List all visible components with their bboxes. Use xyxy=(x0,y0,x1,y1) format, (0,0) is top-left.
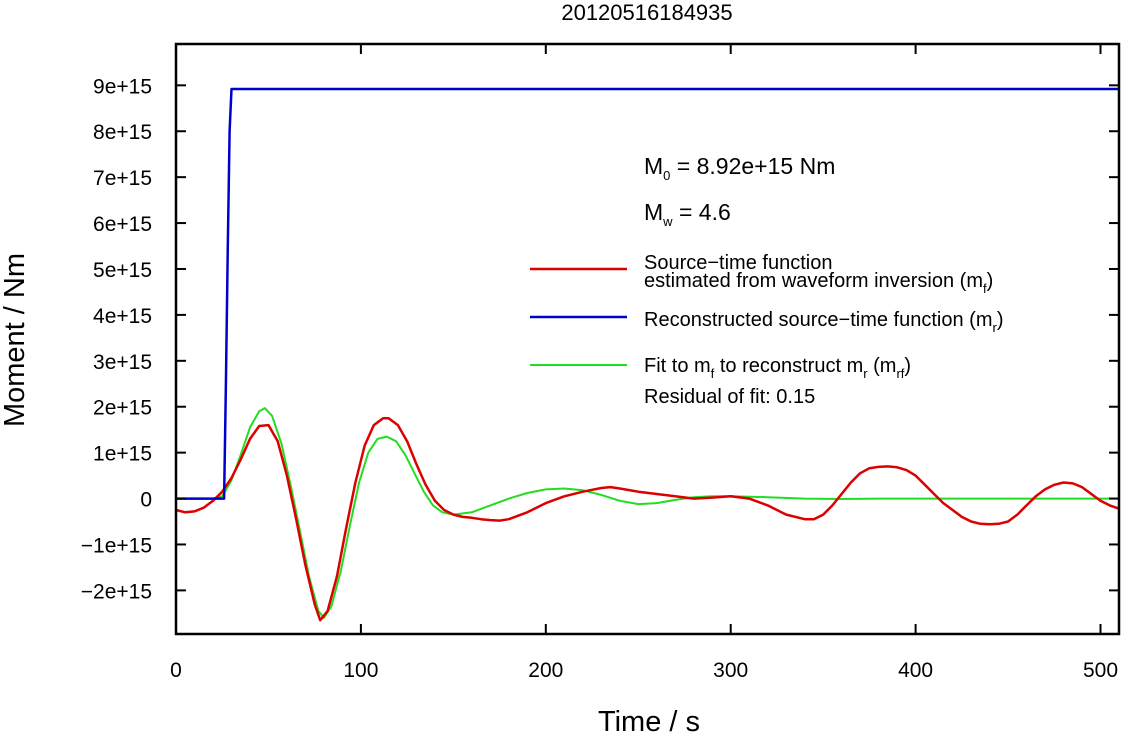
residual-label: Residual of fit: 0.15 xyxy=(644,386,815,408)
x-tick-label: 500 xyxy=(1083,659,1118,682)
x-tick-label: 100 xyxy=(343,659,378,682)
x-axis-title: Time / s xyxy=(598,706,700,734)
x-tick-label: 300 xyxy=(713,659,748,682)
series-line-mr xyxy=(176,87,1119,500)
y-tick-label: 7e+15 xyxy=(93,167,152,190)
y-tick-label: 8e+15 xyxy=(93,121,152,144)
y-tick-label: −2e+15 xyxy=(81,580,152,603)
series-line-mf xyxy=(175,416,1120,622)
ticks-layer: 0 100 200 300 400 500 −2e+15 −1e+15 0 1e+15 2e+15 3… xyxy=(81,44,1119,682)
x-tick-label: 200 xyxy=(528,659,563,682)
annotation-layer: M0 = 8.92e+15 Nm Mw = 4.6 Source−time func… xyxy=(530,153,1004,408)
y-tick-label: 0 xyxy=(140,489,152,512)
y-tick-label: −1e+15 xyxy=(81,534,152,557)
chart-title: 20120516184935 xyxy=(561,0,732,25)
y-tick-label: 3e+15 xyxy=(93,351,152,374)
y-tick-label: 4e+15 xyxy=(93,305,152,328)
series-line-mrf xyxy=(176,407,1119,619)
y-tick-label: 6e+15 xyxy=(93,213,152,236)
annotation-mw: Mw = 4.6 xyxy=(644,199,731,229)
x-tick-label: 400 xyxy=(898,659,933,682)
legend-label-mrf: Fit to mf to reconstruct mr (mrf) xyxy=(644,355,911,381)
series-layer xyxy=(175,87,1120,622)
x-tick-label: 0 xyxy=(170,659,182,682)
plot-frame xyxy=(174,42,1121,636)
y-tick-label: 2e+15 xyxy=(93,397,152,420)
y-tick-label: 5e+15 xyxy=(93,259,152,282)
legend-label-mf-line1: Source−time function xyxy=(644,252,832,274)
legend-label-mf-line2: estimated from waveform inversion (mf) xyxy=(644,270,993,296)
y-axis-title: Moment / Nm xyxy=(0,253,31,427)
y-tick-label: 1e+15 xyxy=(93,443,152,466)
annotation-m0: M0 = 8.92e+15 Nm xyxy=(644,153,835,183)
y-tick-label: 9e+15 xyxy=(93,75,152,98)
legend-label-mr: Reconstructed source−time function (mr) xyxy=(644,309,1004,335)
